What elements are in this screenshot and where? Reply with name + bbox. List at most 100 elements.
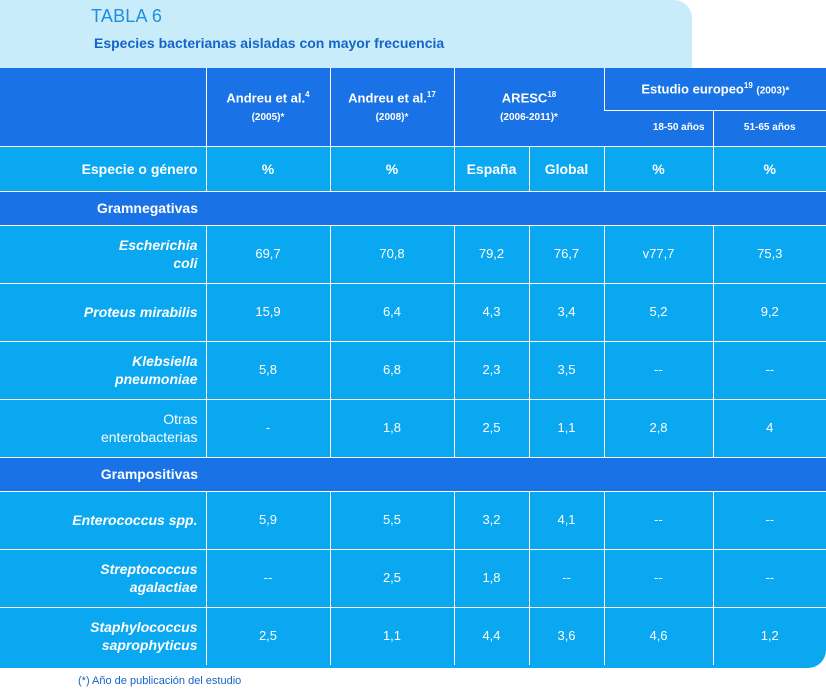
table-row: Proteus mirabilis 15,9 6,4 4,3 3,4 5,2 9… [0,282,826,341]
header-andreu-2005-ref: 4 [305,90,310,100]
species-name: Escherichia coli [0,224,206,283]
header-empty-cell [0,68,206,146]
species-line: saprophyticus [101,637,198,654]
table-cell: 1,8 [329,398,454,457]
header-andreu-2005-year: (2005)* [251,112,285,124]
table-cell: 2,3 [453,340,529,399]
table-cell: 70,8 [329,224,454,283]
header-aresc-year: (2006-2011)* [500,112,558,124]
group-fill [206,456,826,491]
table-cell: v77,7 [603,224,714,283]
header-aresc-ref: 18 [547,90,557,100]
table-cell: 5,9 [205,490,330,549]
col-header-pct: % [712,145,826,191]
header-andreu-2005: Andreu et al.4 (2005)* [205,68,330,146]
table-cell: 5,8 [205,340,330,399]
table-number: TABLA 6 [91,6,163,26]
table-row: Escherichia coli 69,7 70,8 79,2 76,7 v77,… [0,224,826,283]
species-line: coli [173,255,198,271]
species-name: Klebsiella pneumoniae [0,340,206,399]
group-label: Grampositivas [0,456,206,491]
species-name: Staphylococcus saprophyticus [0,606,206,665]
species-name: Enterococcus spp. [0,490,206,549]
table-cell: -- [712,490,826,549]
table-footnote: (*) Año de publicación del estudio [78,675,242,687]
table-cell: 4,4 [453,606,529,665]
table-cell: 2,5 [329,548,454,607]
header-estudio-europeo: Estudio europeo19 (2003)* [603,68,826,110]
col-header-species: Especie o género [0,145,206,191]
species-name: Streptococcus agalactiae [0,548,206,607]
group-label: Gramnegativas [0,190,206,225]
species-line: enterobacterias [100,429,198,445]
species-line: Staphylococcus [90,619,198,636]
table-cell: 1,1 [329,606,454,665]
table-cell: 79,2 [453,224,529,283]
table-cell: 75,3 [712,224,826,283]
table-cell: 2,5 [453,398,529,457]
group-row-grampositivas: Grampositivas [0,456,826,491]
table-cell: -- [712,340,826,399]
table-cell: 69,7 [205,224,330,283]
table-cell: 2,5 [205,606,330,665]
header-aresc: ARESC18 (2006-2011)* [453,68,605,146]
species-line: agalactiae [129,579,198,595]
col-header-pct: % [603,145,714,191]
table-cell: -- [603,548,714,607]
header-andreu-2008-year: (2008)* [375,112,409,124]
table-cell: 76,7 [528,224,605,283]
table-cell: 15,9 [205,282,330,341]
col-header-pct: % [205,145,330,191]
species-line: Klebsiella [132,353,198,369]
header-euro-name: Estudio europeo [641,81,744,97]
table-cell: - [205,398,330,457]
col-header-espana: España [453,145,529,191]
table-subtitle: Especies bacterianas aisladas con mayor … [94,35,445,51]
species-line: Escherichia [118,237,198,253]
table-cell: 3,6 [528,606,605,665]
header-euro-year: (2003)* [756,85,790,97]
table-cell: 1,8 [453,548,529,607]
table-cell: 5,2 [603,282,714,341]
header-andreu-2008-ref: 17 [426,90,436,100]
table-cell: 1,2 [712,606,826,665]
header-andreu-2008: Andreu et al.17 (2008)* [329,68,454,146]
table-row: Staphylococcus saprophyticus 2,5 1,1 4,4 … [0,606,826,665]
group-row-gramnegativas: Gramnegativas [0,190,826,225]
col-header-global: Global [528,145,605,191]
table-cell: -- [603,490,714,549]
table-cell: 3,4 [528,282,605,341]
col-header-pct: % [329,145,454,191]
species-line: Proteus mirabilis [83,304,198,320]
header-euro-ref: 19 [743,81,753,91]
header-aresc-name: ARESC [501,90,548,106]
bacteria-table: Andreu et al.4 (2005)* Andreu et al.17 (… [0,68,826,665]
species-line: Otras [163,411,198,427]
table-cell: 6,4 [329,282,454,341]
table-cell: -- [712,548,826,607]
table-cell: 1,1 [528,398,605,457]
table-cell: 4 [712,398,826,457]
table-row: Enterococcus spp. 5,9 5,5 3,2 4,1 -- -- [0,490,826,549]
table-row: Otras enterobacterias - 1,8 2,5 1,1 2,8 4 [0,398,826,457]
species-line: Streptococcus [100,561,198,577]
header-euro-age-51-65: 51-65 años [712,109,826,146]
table-cell: 5,5 [329,490,454,549]
table-row: Klebsiella pneumoniae 5,8 6,8 2,3 3,5 -- … [0,340,826,399]
column-header-row: Especie o género % % España Global % % [0,145,826,191]
table-cell: 3,2 [453,490,529,549]
group-fill [206,190,826,225]
header-euro-age-18-50: 18-50 años [604,109,714,146]
table-cell: -- [528,548,605,607]
species-name: Otras enterobacterias [0,398,206,457]
table-cell: 4,1 [528,490,605,549]
table-cell: 4,6 [603,606,714,665]
header-andreu-2005-name: Andreu et al. [226,90,306,106]
table-cell: 2,8 [603,398,714,457]
header-andreu-2008-name: Andreu et al. [348,90,427,106]
table-row: Streptococcus agalactiae -- 2,5 1,8 -- --… [0,548,826,607]
table-cell: 3,5 [528,340,605,399]
species-line: Enterococcus spp. [72,512,198,528]
table-cell: 6,8 [329,340,454,399]
species-line: pneumoniae [115,371,198,387]
